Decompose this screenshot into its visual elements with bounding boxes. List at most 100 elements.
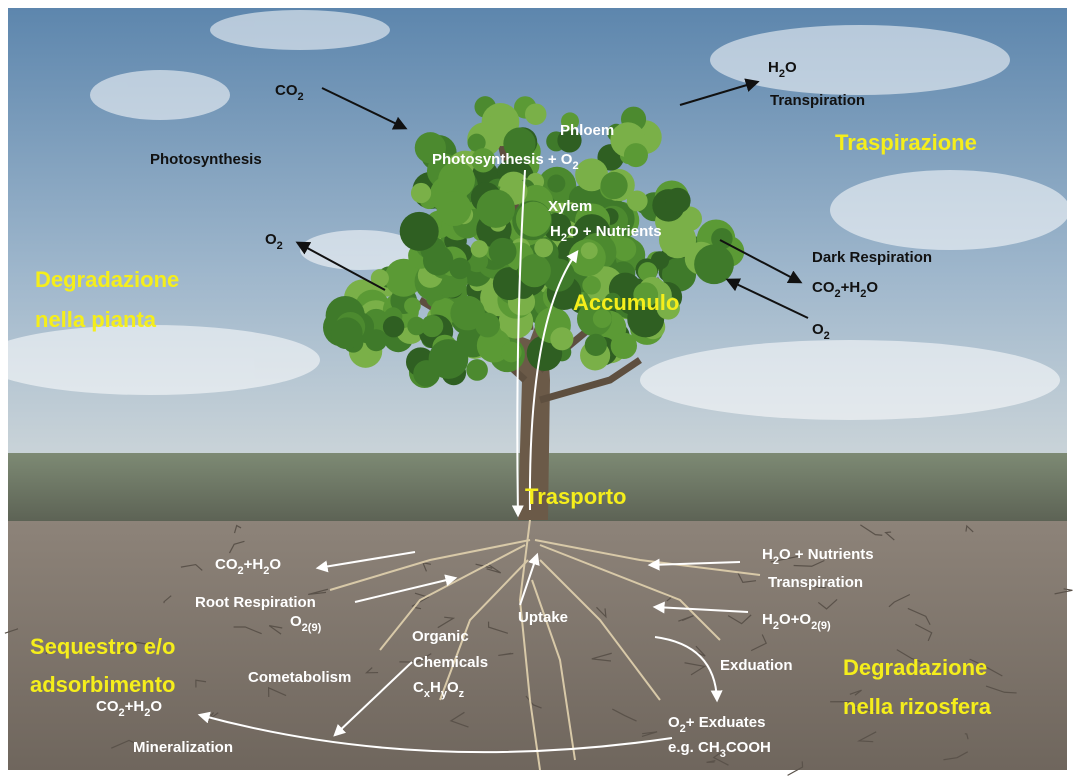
label-part: Traspirazione <box>835 130 977 155</box>
subscript: 2(9) <box>811 620 831 632</box>
label-part: COOH <box>726 739 771 756</box>
label-part: O <box>866 279 878 296</box>
label-part: Phloem <box>560 122 614 139</box>
leaf-cluster <box>404 298 421 315</box>
leaf-cluster <box>534 239 553 258</box>
label-part: O+O <box>779 611 811 628</box>
label-part: O <box>447 679 459 696</box>
leaf-cluster <box>665 188 691 214</box>
leaf-cluster <box>613 237 637 261</box>
label-part: Photosynthesis <box>150 151 262 168</box>
label-part: H <box>762 611 773 628</box>
annotation: Transpiration <box>768 574 863 591</box>
label-part: C <box>413 679 424 696</box>
leaf-cluster <box>421 315 443 337</box>
leaf-cluster <box>411 183 431 203</box>
process-label: Accumulo <box>573 290 679 315</box>
label-part: Trasporto <box>525 484 626 509</box>
process-label: Traspirazione <box>835 130 977 155</box>
label-part: O + Nutrients <box>567 223 662 240</box>
label-part: O <box>290 613 302 630</box>
label-part: H <box>550 223 561 240</box>
leaf-cluster <box>449 258 471 280</box>
leaf-cluster <box>518 254 551 287</box>
leaf-cluster <box>429 339 469 379</box>
process-label: Sequestro e/o <box>30 634 175 659</box>
leaf-cluster <box>550 327 573 350</box>
label-part: Root Respiration <box>195 594 316 611</box>
label-part: Chemicals <box>413 654 488 671</box>
label-part: Cometabolism <box>248 669 351 686</box>
leaf-cluster <box>611 333 637 359</box>
process-label: nella pianta <box>35 307 157 332</box>
label-part: O <box>785 59 797 76</box>
leaf-cluster <box>600 172 627 199</box>
label-part: O <box>269 556 281 573</box>
leaf-cluster <box>585 334 607 356</box>
label-part: +H <box>125 698 145 715</box>
label-part: Transpiration <box>768 574 863 591</box>
scene: CO2H2OTranspirationPhloemPhotosynthesis … <box>0 0 1075 778</box>
label-part: Exduation <box>720 657 793 674</box>
annotation: Transpiration <box>770 92 865 109</box>
subscript: 2 <box>277 240 283 252</box>
annotation: Phloem <box>560 122 614 139</box>
annotation: Cometabolism <box>248 669 351 686</box>
subscript: 2(9) <box>302 622 322 634</box>
label-part: Uptake <box>518 609 568 626</box>
leaf-cluster <box>477 189 515 227</box>
label-part: +H <box>244 556 264 573</box>
annotation: Photosynthesis <box>150 151 262 168</box>
label-part: O <box>150 698 162 715</box>
label-part: O <box>265 231 277 248</box>
label-part: e.g. CH <box>668 739 720 756</box>
label-part: O <box>668 714 680 731</box>
label-part: Dark Respiration <box>812 249 932 266</box>
annotation: Mineralization <box>133 739 233 756</box>
label-part: O <box>812 321 824 338</box>
leaf-cluster <box>471 240 488 257</box>
annotation: Root Respiration <box>195 594 316 611</box>
leaf-cluster <box>624 143 648 167</box>
annotation: Uptake <box>518 609 568 626</box>
leaf-cluster <box>450 296 485 331</box>
label-part: CO <box>812 279 835 296</box>
leaf-cluster <box>525 103 547 125</box>
process-label: Degradazione <box>843 655 987 680</box>
process-label: Trasporto <box>525 484 626 509</box>
label-part: Transpiration <box>770 92 865 109</box>
subscript: 2 <box>824 330 830 342</box>
label-part: H <box>768 59 779 76</box>
annotation: Chemicals <box>413 654 488 671</box>
label-part: Organic <box>412 628 469 645</box>
label-part: + Exduates <box>686 714 766 731</box>
leaf-cluster <box>547 175 565 193</box>
label-part: Mineralization <box>133 739 233 756</box>
subscript: 2 <box>298 91 304 103</box>
label-part: CO <box>96 698 119 715</box>
leaf-cluster <box>627 191 648 212</box>
leaf-cluster <box>383 316 404 337</box>
process-label: Degradazione <box>35 267 179 292</box>
label-part: +H <box>841 279 861 296</box>
process-label: nella rizosfera <box>843 694 992 719</box>
annotation: Organic <box>412 628 469 645</box>
annotation: Xylem <box>548 198 592 215</box>
subscript: 2 <box>572 160 578 172</box>
leaf-cluster <box>331 317 363 349</box>
leaf-cluster <box>581 242 598 259</box>
leaf-cluster <box>400 212 439 251</box>
label-part: Accumulo <box>573 290 679 315</box>
label-part: CO <box>215 556 238 573</box>
label-part: CO <box>275 82 298 99</box>
label-part: H <box>762 546 773 563</box>
leaf-cluster <box>466 359 488 381</box>
leaf-cluster <box>489 238 517 266</box>
label-part: O + Nutrients <box>779 546 874 563</box>
leaf-cluster <box>437 191 472 226</box>
label-part: Photosynthesis + O <box>432 151 573 168</box>
annotation: Dark Respiration <box>812 249 932 266</box>
leaf-cluster <box>694 244 734 284</box>
annotation: Exduation <box>720 657 793 674</box>
label-part: H <box>430 679 441 696</box>
